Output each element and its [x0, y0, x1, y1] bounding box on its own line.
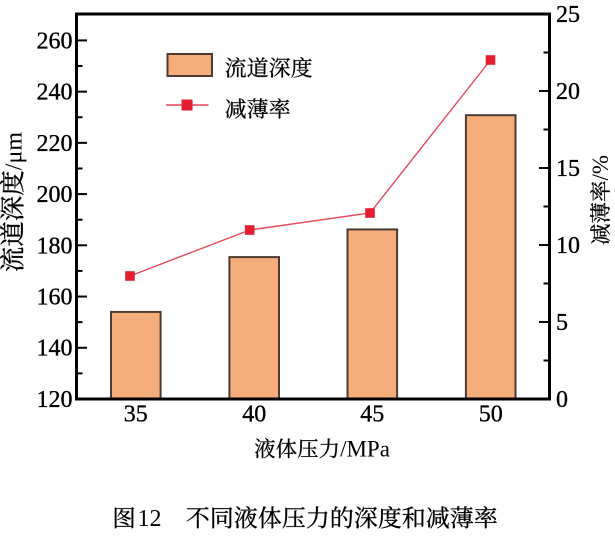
svg-text:50: 50 [479, 401, 503, 427]
svg-text:0: 0 [556, 387, 568, 413]
svg-text:/%: /% [588, 155, 613, 181]
svg-text:25: 25 [556, 2, 580, 28]
svg-text:260: 260 [37, 28, 73, 54]
svg-text:160: 160 [37, 284, 73, 310]
svg-text:12: 12 [138, 506, 162, 532]
svg-text:240: 240 [37, 80, 73, 106]
svg-text:5: 5 [556, 310, 568, 336]
svg-text:120: 120 [37, 387, 73, 413]
svg-text:220: 220 [37, 131, 73, 157]
svg-text:/MPa: /MPa [340, 437, 390, 462]
svg-text:45: 45 [360, 401, 384, 427]
svg-text:10: 10 [556, 233, 580, 259]
svg-text:140: 140 [37, 336, 73, 362]
svg-text:20: 20 [556, 79, 580, 105]
svg-text:/μm: /μm [1, 132, 27, 171]
svg-text:35: 35 [124, 401, 148, 427]
svg-text:15: 15 [556, 156, 580, 182]
svg-text:180: 180 [37, 233, 73, 259]
svg-text:200: 200 [37, 182, 73, 208]
svg-text:40: 40 [242, 401, 266, 427]
